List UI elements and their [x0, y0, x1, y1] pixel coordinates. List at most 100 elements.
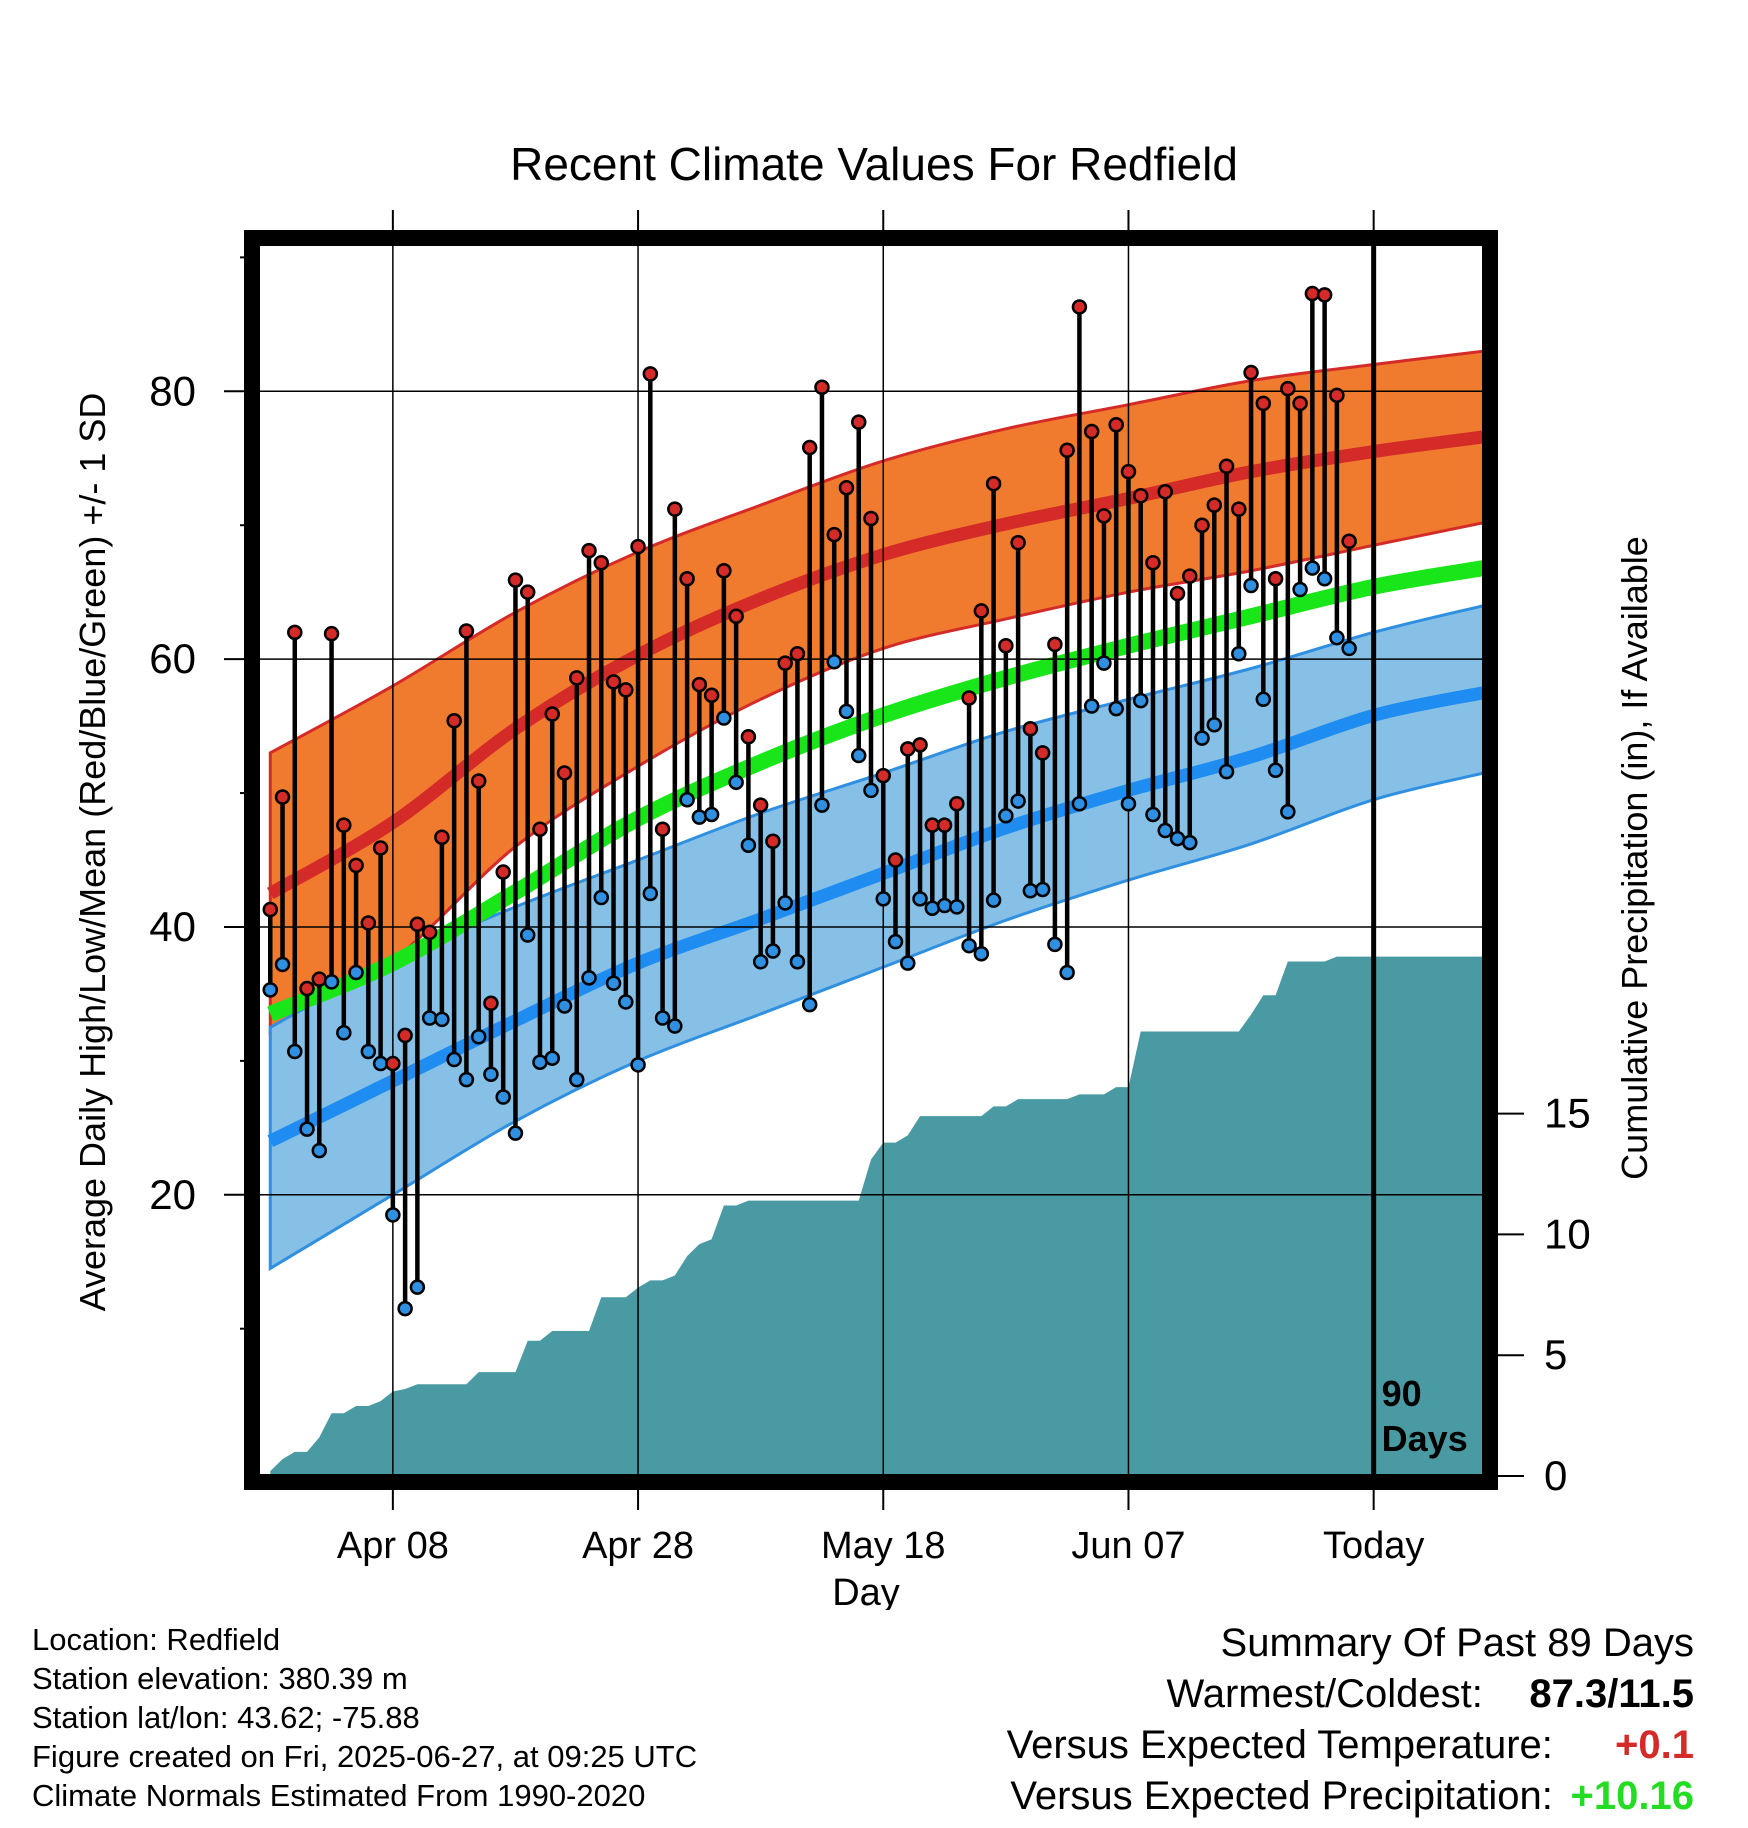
high-temp-point: [421, 924, 438, 941]
low-temp-point: [385, 1207, 401, 1223]
low-temp-point: [1120, 796, 1137, 812]
low-temp-point: [777, 895, 793, 911]
x-tick-label: Apr 28: [582, 1525, 694, 1567]
high-temp-point: [495, 864, 511, 880]
low-temp-point: [1010, 793, 1026, 809]
high-temp-point: [1083, 423, 1100, 440]
high-temp-point: [740, 729, 757, 745]
low-temp-point: [900, 955, 916, 971]
high-temp-point: [679, 571, 695, 587]
today-days-label-unit: Days: [1382, 1418, 1468, 1459]
low-temp-point: [569, 1071, 585, 1088]
station-info: Location: Redfield Station elevation: 38…: [32, 1620, 697, 1815]
high-temp-point: [826, 526, 842, 543]
high-temp-point: [458, 623, 475, 639]
low-temp-point: [397, 1300, 413, 1317]
low-temp-point: [667, 1018, 683, 1034]
low-temp-point: [311, 1142, 328, 1159]
climate-chart: Recent Climate Values For Redfield 90Day…: [72, 138, 1655, 1610]
low-temp-point: [973, 945, 990, 962]
y-tick-label: 40: [149, 903, 196, 950]
low-temp-point: [262, 982, 279, 998]
high-temp-point: [385, 1055, 401, 1072]
temp-vs-expected-value: +0.1: [1615, 1723, 1694, 1767]
low-temp-point: [1071, 796, 1088, 812]
low-temp-point: [434, 1011, 450, 1028]
low-temp-point: [863, 782, 879, 799]
high-temp-point: [801, 439, 818, 456]
low-temp-point: [752, 954, 769, 970]
high-temp-point: [1194, 517, 1210, 533]
high-temp-point: [728, 608, 744, 625]
low-temp-point: [495, 1089, 511, 1105]
low-temp-point: [703, 806, 720, 823]
cumulative-precip-area: [270, 956, 1484, 1476]
high-temp-point: [262, 901, 279, 918]
high-temp-point: [630, 538, 646, 555]
low-temp-point: [618, 994, 634, 1010]
x-tick-label: Jun 07: [1071, 1525, 1185, 1567]
high-temp-point: [1145, 554, 1161, 571]
chart-title: Recent Climate Values For Redfield: [510, 138, 1238, 190]
high-temp-point: [752, 797, 769, 813]
low-temp-point: [556, 998, 573, 1014]
low-temp-point: [961, 937, 977, 954]
warmest-label: Warmest/Coldest:: [1166, 1672, 1483, 1716]
low-temp-point: [1034, 881, 1051, 898]
low-temp-point: [446, 1051, 462, 1068]
high-temp-point: [814, 379, 830, 396]
low-temp-point: [1145, 806, 1161, 823]
low-temp-point: [691, 809, 708, 825]
y-axis-title: Average Daily High/Low/Mean (Red/Blue/Gr…: [72, 393, 113, 1312]
low-temp-point: [470, 1029, 487, 1045]
high-temp-point: [875, 767, 892, 784]
high-temp-point: [1218, 458, 1235, 475]
low-temp-point: [1157, 822, 1173, 839]
low-temp-point: [875, 891, 892, 907]
location-text: Location: Redfield: [32, 1622, 281, 1657]
low-temp-point: [323, 974, 340, 990]
high-temp-point: [1059, 442, 1075, 458]
low-temp-point: [985, 892, 1002, 908]
high-temp-point: [1120, 463, 1137, 480]
low-temp-point: [336, 1024, 352, 1041]
high-temp-point: [348, 857, 364, 874]
precip-vs-expected-row: Versus Expected Precipitation: +10.16: [1007, 1771, 1694, 1822]
low-temp-point: [1059, 964, 1075, 981]
high-temp-point: [507, 572, 524, 588]
low-temp-point: [679, 791, 695, 808]
high-temp-point: [1071, 299, 1088, 315]
x-tick-label: Apr 08: [337, 1525, 449, 1567]
high-temp-point: [569, 670, 585, 686]
low-temp-point: [1304, 560, 1321, 576]
low-temp-point: [421, 1010, 438, 1026]
high-temp-point: [1255, 395, 1272, 412]
low-temp-point: [728, 774, 744, 791]
high-temp-point: [1096, 508, 1112, 524]
high-temp-point: [887, 852, 904, 868]
high-temp-point: [397, 1027, 413, 1044]
y2-axis-title: Cumulative Precipitation (in), If Availa…: [1614, 536, 1655, 1180]
low-temp-point: [1329, 629, 1345, 646]
low-temp-point: [1182, 834, 1198, 851]
y-tick-label: 80: [149, 367, 196, 414]
high-temp-point: [470, 773, 487, 789]
low-temp-point: [1292, 581, 1308, 598]
high-temp-point: [998, 637, 1014, 654]
high-temp-point: [765, 833, 781, 850]
low-temp-point: [483, 1066, 499, 1083]
high-temp-point: [519, 584, 536, 600]
high-temp-point: [556, 765, 573, 781]
low-temp-point: [912, 891, 928, 907]
high-temp-point: [667, 501, 683, 517]
warmest-value: 87.3/11.5: [1529, 1672, 1694, 1716]
high-temp-point: [691, 676, 708, 693]
high-temp-point: [483, 995, 499, 1012]
y2-tick-label: 5: [1544, 1331, 1567, 1378]
low-temp-point: [765, 943, 781, 959]
high-temp-point: [642, 366, 659, 382]
created-text: Figure created on Fri, 2025-06-27, at 09…: [32, 1739, 698, 1774]
high-temp-point: [1231, 501, 1247, 517]
high-temp-point: [593, 554, 610, 571]
axes: 20 40 60 80 0 5 10 15 Apr 08 Apr 28 May 18 Jun 07 To…: [149, 210, 1591, 1567]
